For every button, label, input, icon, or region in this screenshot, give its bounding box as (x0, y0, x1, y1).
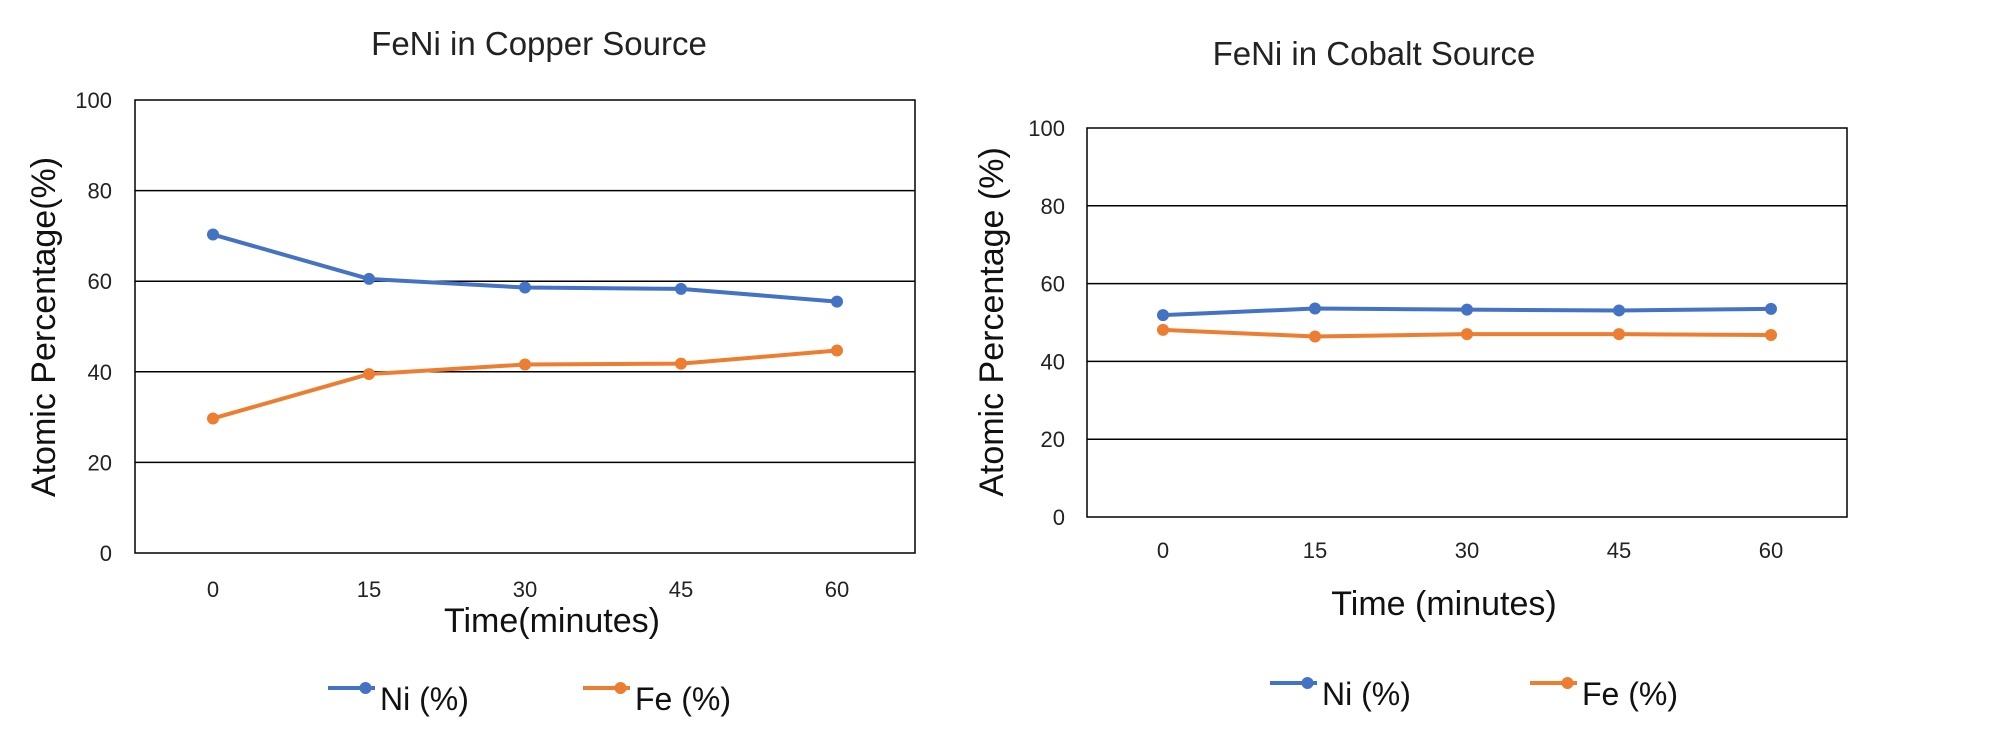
legend-item: Fe (%) (1530, 676, 1678, 712)
x-tick-label: 60 (825, 577, 849, 602)
x-axis-label: Time (minutes) (1331, 585, 1556, 623)
y-tick-label: 40 (1041, 349, 1065, 374)
y-tick-label: 80 (1041, 194, 1065, 219)
data-point (831, 295, 843, 308)
legend-label: Fe (%) (635, 681, 731, 717)
x-tick-label: 30 (513, 577, 537, 602)
x-tick-label: 45 (1607, 538, 1631, 563)
data-point (1765, 302, 1777, 315)
legend-label: Fe (%) (1582, 676, 1678, 712)
data-point (1461, 328, 1473, 341)
x-tick-label: 15 (357, 577, 381, 602)
data-point (207, 228, 219, 241)
y-tick-label: 60 (88, 269, 112, 294)
chart-2: FeNi in Cobalt Source 0 20 40 60 80 100 0 15 30 45… (973, 35, 1848, 712)
legend-label: Ni (%) (1322, 676, 1411, 712)
y-tick-label: 20 (88, 450, 112, 475)
plot-area-border (134, 99, 916, 554)
series-ni (1157, 302, 1777, 322)
data-point (363, 368, 375, 381)
y-axis-label: Atomic Percentage (%) (973, 147, 1011, 497)
chart-title: FeNi in Copper Source (371, 25, 707, 62)
legend-swatch-marker (359, 682, 372, 694)
data-point (207, 412, 219, 425)
plot-area-border (1086, 127, 1848, 518)
data-point (831, 344, 843, 357)
x-axis-label: Time(minutes) (444, 602, 660, 640)
y-tick-label: 40 (88, 360, 112, 385)
data-point (519, 358, 531, 371)
legend-swatch-marker (614, 682, 627, 694)
x-tick-label: 15 (1303, 538, 1327, 563)
data-point (519, 281, 531, 294)
x-tick-label: 0 (1157, 538, 1169, 563)
y-tick-label: 20 (1041, 427, 1065, 452)
legend-item: Ni (%) (328, 681, 469, 717)
legend-item: Ni (%) (1270, 676, 1411, 712)
chart-title: FeNi in Cobalt Source (1213, 35, 1536, 72)
x-tick-label: 60 (1759, 538, 1783, 563)
y-tick-label: 0 (1053, 505, 1065, 530)
series-ni (207, 228, 843, 308)
data-point (1309, 302, 1321, 315)
legend-swatch-marker (1561, 677, 1574, 689)
series-fe (1157, 323, 1777, 343)
y-tick-label: 80 (88, 179, 112, 204)
y-tick-label: 0 (100, 541, 112, 566)
data-point (1765, 328, 1777, 341)
x-tick-label: 30 (1455, 538, 1479, 563)
data-point (1157, 309, 1169, 322)
chart-1: FeNi in Copper Source 0 20 40 60 80 100 0 15 30 45… (25, 25, 916, 717)
data-point (1157, 323, 1169, 336)
data-point (675, 282, 687, 295)
y-tick-label: 100 (1028, 116, 1065, 141)
data-point (1613, 328, 1625, 341)
data-point (363, 272, 375, 285)
y-tick-label: 60 (1041, 272, 1065, 297)
x-tick-label: 0 (207, 577, 219, 602)
y-axis-label: Atomic Percentage(%) (25, 157, 63, 497)
legend-swatch-marker (1301, 677, 1314, 689)
legend-label: Ni (%) (380, 681, 469, 717)
data-point (675, 357, 687, 370)
series-fe (207, 344, 843, 425)
x-tick-label: 45 (669, 577, 693, 602)
data-point (1613, 304, 1625, 317)
y-tick-label: 100 (75, 88, 112, 113)
legend-item: Fe (%) (583, 681, 731, 717)
data-point (1461, 303, 1473, 316)
data-point (1309, 330, 1321, 343)
